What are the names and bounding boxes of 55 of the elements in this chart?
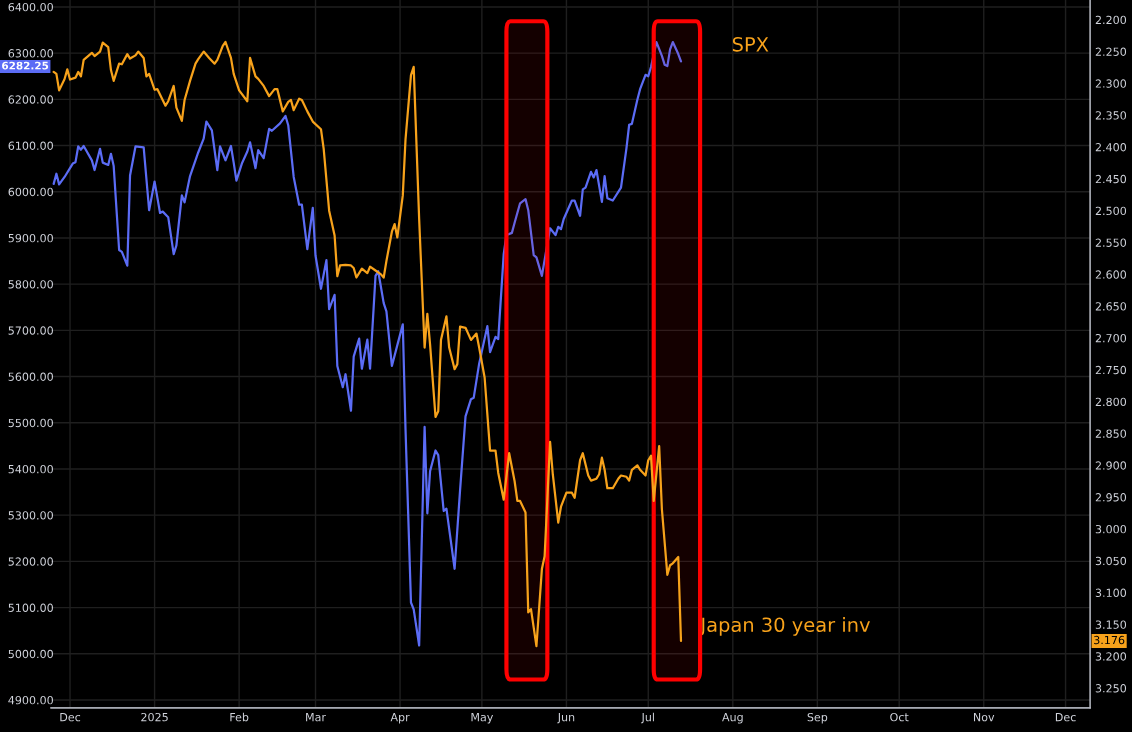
x-tick-label: Jul <box>640 712 654 724</box>
x-tick-label: Oct <box>890 712 909 722</box>
x-tick-label: Jun <box>557 713 575 724</box>
y2-tick-label: 2.650 <box>1095 302 1127 311</box>
y2-tick-label: 2.700 <box>1095 333 1127 343</box>
y2-tick-label: 2.950 <box>1095 493 1127 502</box>
y2-tick-label: 2.350 <box>1095 111 1127 120</box>
y2-tick-label: 2.550 <box>1095 238 1127 247</box>
y2-tick-label: 2.200 <box>1095 15 1127 25</box>
x-tick-label: Sep <box>807 712 828 724</box>
y-tick-label: 5800.00 <box>8 280 53 289</box>
text: 6282.25 <box>2 61 49 70</box>
y-tick-label: 6000.00 <box>8 187 53 197</box>
y2-tick-label: 2.450 <box>1095 174 1127 184</box>
y2-tick-label: 2.900 <box>1095 461 1127 470</box>
y2-tick-label: 3.100 <box>1095 588 1127 598</box>
x-tick-label: Aug <box>722 713 743 724</box>
x-tick-label: 2025 <box>141 712 168 722</box>
y2-tick-label: 3.000 <box>1095 524 1127 534</box>
y2-tick-label: 3.200 <box>1095 652 1127 661</box>
y2-tick-label: 3.250 <box>1095 684 1127 693</box>
y-tick-label: 6100.00 <box>8 141 53 150</box>
y-tick-label: 5100.00 <box>8 603 53 612</box>
y-tick-label: 5300.00 <box>8 511 53 520</box>
x-tick-label: Mar <box>306 713 326 722</box>
annotation: Japan 30 year inv <box>699 617 870 636</box>
x-tick-label: Nov <box>973 713 995 722</box>
annotation: SPX <box>732 36 769 52</box>
y2-tick-label: 2.750 <box>1095 365 1127 375</box>
y-tick-label: 4900.00 <box>8 695 53 705</box>
y2-tick-label: 2.500 <box>1095 206 1127 216</box>
y-tick-label: 5900.00 <box>8 233 53 243</box>
y2-tick-label: 2.300 <box>1095 79 1127 88</box>
y-tick-label: 6300.00 <box>8 49 53 58</box>
x-tick-label: Dec <box>60 713 81 722</box>
x-tick-label: Feb <box>230 712 249 722</box>
y-tick-label: 5700.00 <box>8 326 53 335</box>
y-tick-label: 5400.00 <box>8 464 53 474</box>
y2-tick-label: 2.850 <box>1095 429 1127 438</box>
y2-tick-label: 3.050 <box>1095 556 1127 566</box>
y2-tick-label: 2.800 <box>1095 397 1127 407</box>
y2-tick-label: 2.250 <box>1095 47 1127 56</box>
y-tick-label: 6200.00 <box>8 95 53 104</box>
y-tick-label: 6400.00 <box>8 2 53 12</box>
y2-tick-label: 2.600 <box>1095 270 1127 279</box>
y-tick-label: 5500.00 <box>8 418 53 428</box>
text: 3.176 <box>1094 635 1125 645</box>
y2-tick-label: 2.400 <box>1095 143 1127 152</box>
x-tick-label: Apr <box>390 713 410 724</box>
x-tick-label: Dec <box>1055 713 1076 722</box>
x-tick-label: May <box>471 713 494 724</box>
y-tick-label: 5000.00 <box>8 649 53 659</box>
y-tick-label: 5200.00 <box>8 557 53 566</box>
y-tick-label: 5600.00 <box>8 372 53 381</box>
y2-tick-label: 3.150 <box>1095 620 1127 629</box>
